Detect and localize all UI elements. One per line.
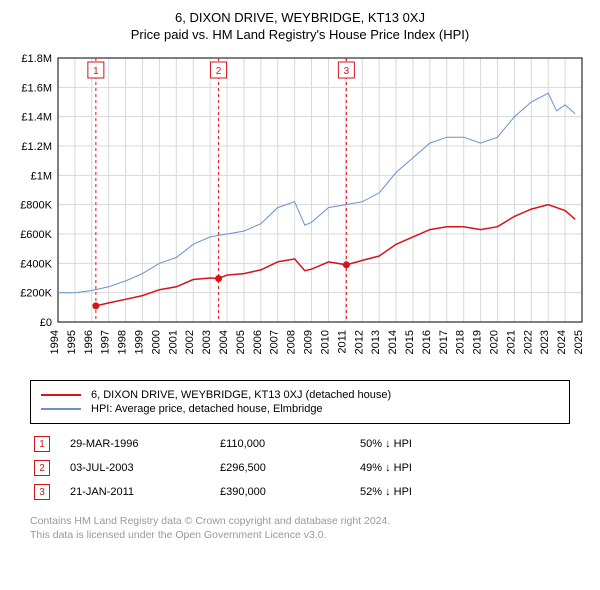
svg-text:£1M: £1M bbox=[31, 170, 52, 182]
svg-text:1995: 1995 bbox=[66, 330, 78, 354]
event-date: 03-JUL-2003 bbox=[70, 462, 220, 474]
event-delta: 49% ↓ HPI bbox=[360, 462, 570, 474]
svg-text:1996: 1996 bbox=[83, 330, 95, 354]
svg-text:2006: 2006 bbox=[252, 330, 264, 354]
event-date: 21-JAN-2011 bbox=[70, 486, 220, 498]
attribution-text: Contains HM Land Registry data © Crown c… bbox=[30, 514, 570, 542]
event-marker: 2 bbox=[34, 460, 50, 476]
event-marker: 3 bbox=[34, 484, 50, 500]
svg-text:£400K: £400K bbox=[20, 258, 52, 270]
svg-text:2014: 2014 bbox=[387, 330, 399, 354]
svg-text:£1.6M: £1.6M bbox=[21, 82, 52, 94]
legend-label: HPI: Average price, detached house, Elmb… bbox=[91, 403, 323, 415]
chart-plot: £0 £200K £400K £600K £800K £1M £1.2M £1.4M £1.6M… bbox=[10, 52, 590, 372]
svg-text:2022: 2022 bbox=[522, 330, 534, 354]
svg-text:2: 2 bbox=[216, 66, 222, 77]
svg-text:2004: 2004 bbox=[218, 330, 230, 354]
svg-text:2016: 2016 bbox=[421, 330, 433, 354]
svg-text:2015: 2015 bbox=[404, 330, 416, 354]
svg-text:1999: 1999 bbox=[134, 330, 146, 354]
svg-text:2007: 2007 bbox=[269, 330, 281, 354]
svg-text:2011: 2011 bbox=[336, 330, 348, 354]
svg-text:2009: 2009 bbox=[303, 330, 315, 354]
svg-text:2024: 2024 bbox=[556, 330, 568, 354]
events-table: 1 29-MAR-1996 £110,000 50% ↓ HPI 2 03-JU… bbox=[30, 432, 570, 504]
event-price: £390,000 bbox=[220, 486, 360, 498]
event-price: £110,000 bbox=[220, 438, 360, 450]
event-delta: 52% ↓ HPI bbox=[360, 486, 570, 498]
event-row: 3 21-JAN-2011 £390,000 52% ↓ HPI bbox=[30, 480, 570, 504]
svg-text:2000: 2000 bbox=[150, 330, 162, 354]
svg-text:2001: 2001 bbox=[167, 330, 179, 354]
legend-box: 6, DIXON DRIVE, WEYBRIDGE, KT13 0XJ (det… bbox=[30, 380, 570, 424]
svg-text:2002: 2002 bbox=[184, 330, 196, 354]
svg-text:2013: 2013 bbox=[370, 330, 382, 354]
legend-row: HPI: Average price, detached house, Elmb… bbox=[41, 403, 559, 415]
chart-container: 6, DIXON DRIVE, WEYBRIDGE, KT13 0XJ Pric… bbox=[0, 0, 600, 552]
svg-text:2010: 2010 bbox=[319, 330, 331, 354]
legend-row: 6, DIXON DRIVE, WEYBRIDGE, KT13 0XJ (det… bbox=[41, 389, 559, 401]
event-price: £296,500 bbox=[220, 462, 360, 474]
attribution-line: Contains HM Land Registry data © Crown c… bbox=[30, 514, 570, 528]
svg-text:2021: 2021 bbox=[505, 330, 517, 354]
svg-text:£800K: £800K bbox=[20, 200, 52, 212]
event-date: 29-MAR-1996 bbox=[70, 438, 220, 450]
svg-text:£1.8M: £1.8M bbox=[21, 53, 52, 65]
svg-text:2023: 2023 bbox=[539, 330, 551, 354]
chart-title: 6, DIXON DRIVE, WEYBRIDGE, KT13 0XJ bbox=[10, 10, 590, 25]
svg-text:£1.4M: £1.4M bbox=[21, 112, 52, 124]
svg-text:3: 3 bbox=[344, 66, 350, 77]
svg-text:£600K: £600K bbox=[20, 229, 52, 241]
svg-text:2012: 2012 bbox=[353, 330, 365, 354]
legend-label: 6, DIXON DRIVE, WEYBRIDGE, KT13 0XJ (det… bbox=[91, 389, 391, 401]
attribution-line: This data is licensed under the Open Gov… bbox=[30, 528, 570, 542]
chart-svg: £0 £200K £400K £600K £800K £1M £1.2M £1.4M £1.6M… bbox=[10, 52, 590, 372]
event-row: 2 03-JUL-2003 £296,500 49% ↓ HPI bbox=[30, 456, 570, 480]
legend-swatch bbox=[41, 394, 81, 396]
event-marker: 1 bbox=[34, 436, 50, 452]
event-delta: 50% ↓ HPI bbox=[360, 438, 570, 450]
svg-text:£0: £0 bbox=[40, 317, 52, 329]
svg-text:1: 1 bbox=[93, 66, 99, 77]
svg-text:£200K: £200K bbox=[20, 288, 52, 300]
svg-text:2005: 2005 bbox=[235, 330, 247, 354]
svg-text:1994: 1994 bbox=[49, 330, 61, 354]
svg-text:2019: 2019 bbox=[472, 330, 484, 354]
svg-text:2008: 2008 bbox=[286, 330, 298, 354]
svg-text:2003: 2003 bbox=[201, 330, 213, 354]
svg-text:2017: 2017 bbox=[438, 330, 450, 354]
svg-text:£1.2M: £1.2M bbox=[21, 141, 52, 153]
chart-subtitle: Price paid vs. HM Land Registry's House … bbox=[10, 27, 590, 42]
svg-text:2020: 2020 bbox=[488, 330, 500, 354]
event-row: 1 29-MAR-1996 £110,000 50% ↓ HPI bbox=[30, 432, 570, 456]
svg-text:2018: 2018 bbox=[455, 330, 467, 354]
legend-swatch bbox=[41, 408, 81, 410]
svg-text:2025: 2025 bbox=[573, 330, 585, 354]
svg-text:1998: 1998 bbox=[117, 330, 129, 354]
svg-text:1997: 1997 bbox=[100, 330, 112, 354]
